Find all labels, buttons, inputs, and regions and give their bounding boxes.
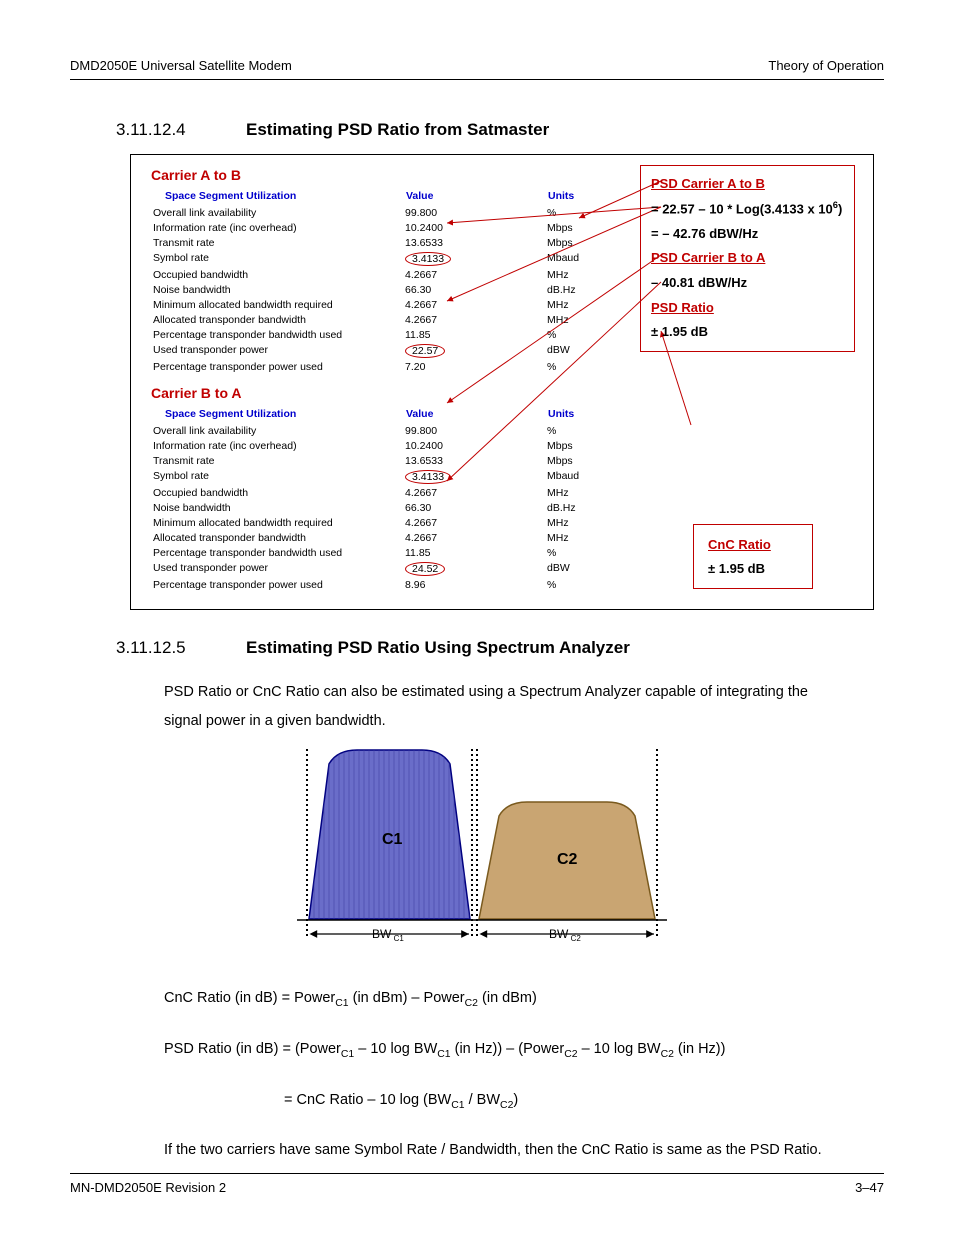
psd-ab-eq: = 22.57 – 10 * Log(3.4133 x 106): [651, 197, 844, 222]
table-row: Transmit rate13.6533Mbps: [153, 454, 857, 467]
page: DMD2050E Universal Satellite Modem Theor…: [0, 0, 954, 1235]
equation-psd-ratio-simplified: = CnC Ratio – 10 log (BWC1 / BWC2): [164, 1086, 838, 1117]
section-number: 3.11.12.4: [116, 120, 246, 140]
psd-ratio-val: ± 1.95 dB: [651, 320, 844, 345]
svg-text:BW C1: BW C1: [372, 927, 404, 943]
section-heading-1: 3.11.12.4 Estimating PSD Ratio from Satm…: [116, 120, 884, 140]
table-row: Noise bandwidth66.30dB.Hz: [153, 501, 857, 514]
cnc-sidebox: CnC Ratio ± 1.95 dB: [693, 524, 813, 589]
cnc-heading: CnC Ratio: [708, 533, 798, 556]
psd-sidebox: PSD Carrier A to B = 22.57 – 10 * Log(3.…: [640, 165, 855, 352]
table-row: Occupied bandwidth4.2667MHz: [153, 486, 857, 499]
satmaster-diagram: Carrier A to B Space Segment Utilization…: [130, 154, 874, 610]
psd-ratio-heading: PSD Ratio: [651, 296, 844, 321]
svg-text:C2: C2: [557, 851, 578, 868]
psd-ab-val: = – 42.76 dBW/Hz: [651, 222, 844, 247]
section-number: 3.11.12.5: [116, 638, 246, 658]
svg-text:BW C2: BW C2: [549, 927, 581, 943]
spectrum-svg: C1 C2 BW C1 BW C2: [277, 744, 677, 964]
psd-ba-heading: PSD Carrier B to A: [651, 246, 844, 271]
psd-ba-val: – 40.81 dBW/Hz: [651, 271, 844, 296]
equation-psd-ratio: PSD Ratio (in dB) = (PowerC1 – 10 log BW…: [164, 1035, 838, 1066]
header-right: Theory of Operation: [768, 58, 884, 73]
carrier-b-title: Carrier B to A: [151, 385, 859, 401]
paragraph-1: PSD Ratio or CnC Ratio can also be estim…: [164, 678, 838, 736]
table-row: Percentage transponder power used7.20%: [153, 360, 857, 373]
section-title: Estimating PSD Ratio Using Spectrum Anal…: [246, 638, 630, 658]
svg-text:C1: C1: [382, 831, 403, 848]
table-row: Information rate (inc overhead)10.2400Mb…: [153, 439, 857, 452]
paragraph-2: If the two carriers have same Symbol Rat…: [164, 1136, 838, 1165]
spectrum-figure: C1 C2 BW C1 BW C2: [70, 744, 884, 964]
table-row: Symbol rate3.4133Mbaud: [153, 469, 857, 484]
table-row: Overall link availability99.800%: [153, 424, 857, 437]
page-header: DMD2050E Universal Satellite Modem Theor…: [70, 58, 884, 80]
cnc-val: ± 1.95 dB: [708, 557, 798, 580]
page-footer: MN-DMD2050E Revision 2 3–47: [70, 1173, 884, 1195]
equation-cnc-ratio: CnC Ratio (in dB) = PowerC1 (in dBm) – P…: [164, 984, 838, 1015]
footer-left: MN-DMD2050E Revision 2: [70, 1180, 226, 1195]
psd-ab-heading: PSD Carrier A to B: [651, 172, 844, 197]
section-heading-2: 3.11.12.5 Estimating PSD Ratio Using Spe…: [116, 638, 884, 658]
footer-right: 3–47: [855, 1180, 884, 1195]
header-left: DMD2050E Universal Satellite Modem: [70, 58, 292, 73]
section-title: Estimating PSD Ratio from Satmaster: [246, 120, 549, 140]
